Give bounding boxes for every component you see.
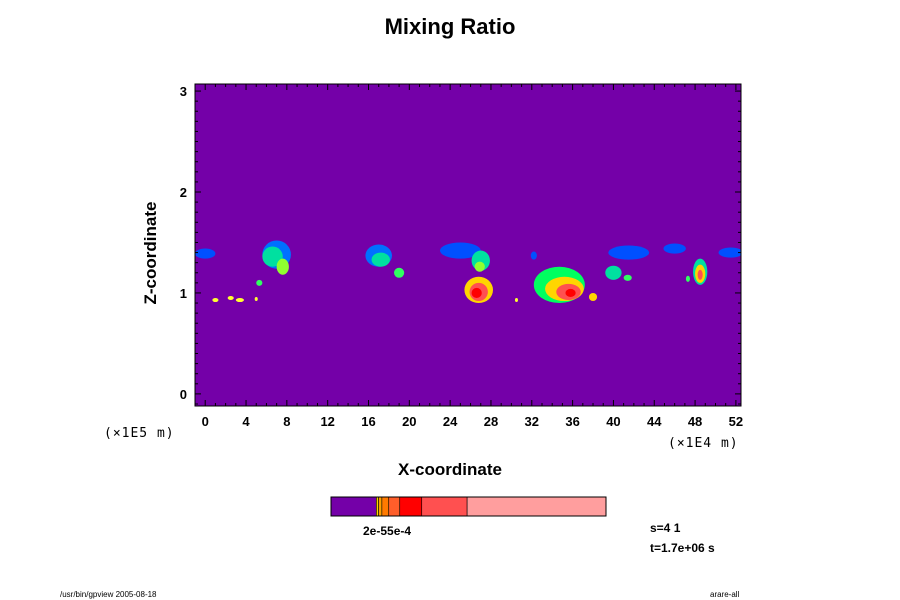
stats-t: t=1.7e+06 s [650,541,715,555]
colorbar-segment [466,496,607,517]
cloud-features [195,240,741,304]
colorbar [330,496,607,517]
cloud-feature [530,251,537,260]
colorbar-segment [376,496,379,517]
cloud-feature [663,243,686,254]
x-tick-label: 8 [283,414,290,429]
cloud-feature [212,297,219,303]
footer-right-note: arare-all [710,590,740,599]
colorbar-frame [330,496,607,517]
stats-s: s=4 1 [650,521,681,535]
cloud-feature [235,297,244,303]
x-tick-label: 52 [729,414,743,429]
footer-left-note: /usr/bin/gpview 2005-08-18 [60,590,157,599]
cloud-feature [256,279,263,286]
chart-title: Mixing Ratio [384,14,516,39]
x-tick-label: 4 [242,414,250,429]
cloud-feature [471,287,482,298]
x-tick-label: 24 [443,414,458,429]
y-scale-label: (×1E5 m) [104,426,175,441]
cloud-feature [605,265,622,280]
x-axis-label: X-coordinate [398,460,502,479]
plot-frame [194,83,742,407]
x-tick-label: 48 [688,414,702,429]
cloud-feature [439,242,481,259]
y-tick-label: 2 [180,185,187,200]
cloud-feature [195,248,216,259]
cloud-feature [514,297,519,303]
x-tick-label: 20 [402,414,416,429]
cloud-feature [608,245,650,260]
cloud-feature [718,247,741,258]
colorbar-segment [378,496,383,517]
x-tick-label: 40 [606,414,620,429]
y-tick-label: 0 [180,387,187,402]
colorbar-segment [399,496,423,517]
colorbar-label: 2e-55e-4 [363,524,412,538]
colorbar-segment [421,496,468,517]
cloud-feature [474,261,485,272]
y-axis-label: Z-coordinate [141,201,160,305]
cloud-feature [276,258,289,275]
x-scale-label: (×1E4 m) [668,436,739,451]
colorbar-segment [330,496,377,517]
y-tick-label: 1 [180,286,187,301]
x-tick-label: 0 [202,414,209,429]
y-axis-label-wrap: Z-coordinate [138,202,164,305]
cloud-feature [371,252,390,267]
cloud-feature [685,275,690,282]
cloud-feature [697,269,703,280]
cloud-feature [565,288,576,297]
x-tick-label: 36 [565,414,579,429]
cloud-feature [227,295,234,301]
cloud-feature [588,292,598,302]
y-tick-label: 3 [180,84,187,99]
x-tick-label: 16 [361,414,375,429]
cloud-feature [623,274,632,281]
colorbar-segment [388,496,401,517]
cloud-feature [394,267,405,278]
x-tick-label: 12 [320,414,334,429]
cloud-feature [254,296,258,302]
x-tick-label: 32 [525,414,539,429]
x-tick-label: 28 [484,414,498,429]
x-tick-label: 44 [647,414,662,429]
colorbar-segment [381,496,390,517]
cloud-feature [262,246,283,267]
